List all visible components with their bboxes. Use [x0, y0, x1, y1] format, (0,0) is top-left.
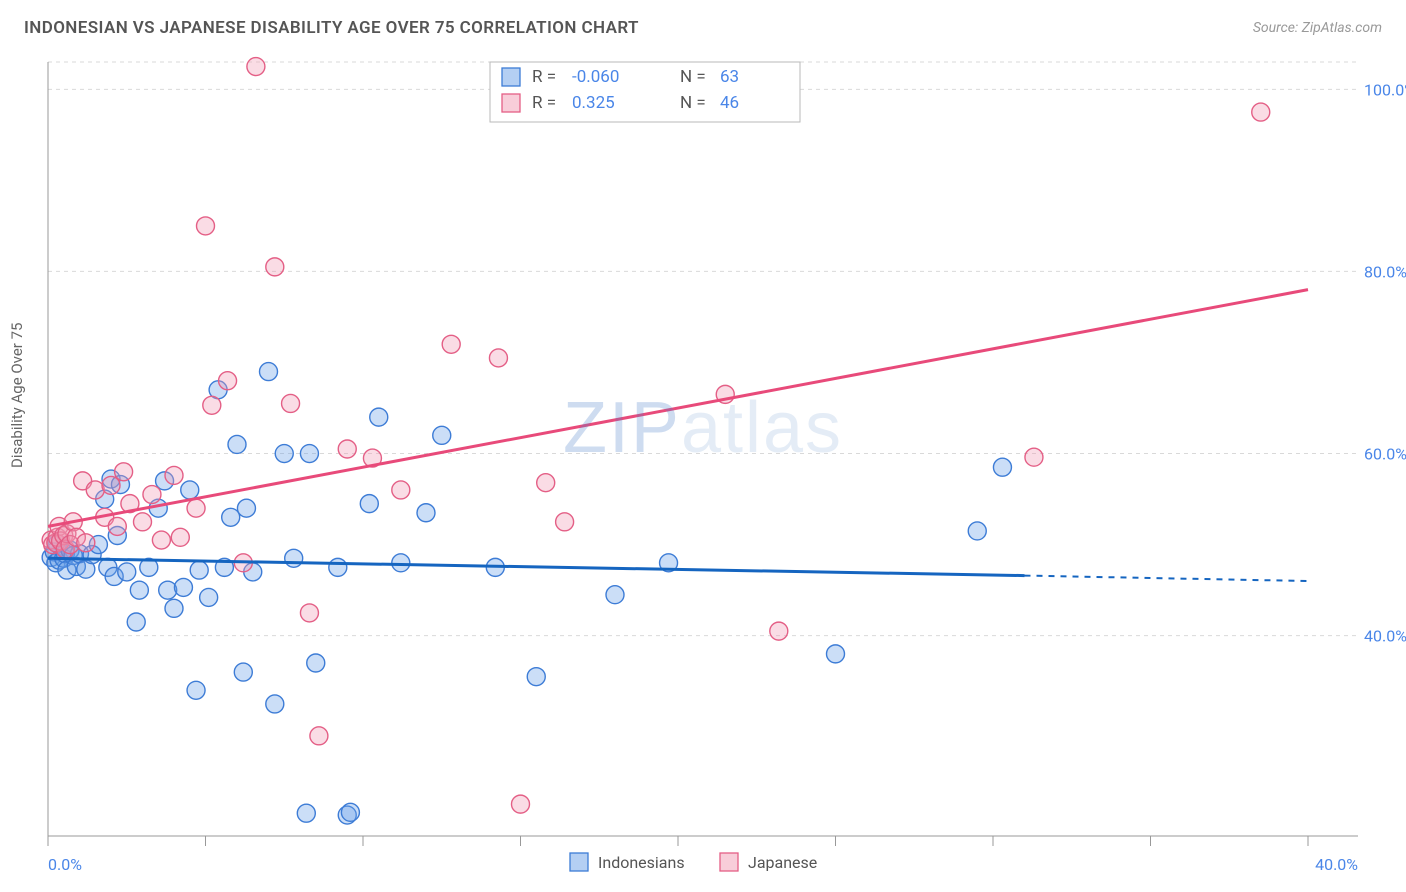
y-axis-label: 80.0%	[1364, 262, 1406, 281]
chart-header: INDONESIAN VS JAPANESE DISABILITY AGE OV…	[0, 0, 1406, 46]
scatter-point-indonesians	[370, 408, 388, 426]
scatter-point-indonesians	[433, 426, 451, 444]
scatter-point-indonesians	[187, 681, 205, 699]
scatter-point-indonesians	[527, 668, 545, 686]
scatter-point-japanese	[266, 258, 284, 276]
stats-swatch-indonesians	[502, 68, 520, 86]
scatter-point-indonesians	[127, 613, 145, 631]
stats-N-label: N =	[680, 67, 706, 87]
scatter-point-japanese	[1025, 448, 1043, 466]
scatter-point-indonesians	[228, 435, 246, 453]
scatter-point-japanese	[152, 531, 170, 549]
stats-N-value-japanese: 46	[720, 93, 739, 113]
scatter-point-japanese	[77, 534, 95, 552]
scatter-point-indonesians	[993, 458, 1011, 476]
scatter-point-japanese	[282, 394, 300, 412]
scatter-chart-svg: 0.0% 40.0% 40.0% 60.0% 80.0% 100.0% R = -0.060 N…	[0, 48, 1406, 892]
x-axis-label: 0.0%	[48, 855, 82, 874]
scatter-point-japanese	[442, 335, 460, 353]
y-axis-label: 40.0%	[1364, 627, 1406, 646]
scatter-point-indonesians	[159, 581, 177, 599]
regression-line-japanese	[48, 290, 1308, 527]
scatter-point-japanese	[338, 440, 356, 458]
scatter-point-indonesians	[234, 663, 252, 681]
stats-N-label: N =	[680, 93, 706, 113]
scatter-point-japanese	[108, 517, 126, 535]
scatter-point-indonesians	[222, 508, 240, 526]
scatter-point-indonesians	[417, 504, 435, 522]
chart-container: Disability Age Over 75 ZIPatlas 0.0%40.0…	[0, 48, 1406, 892]
scatter-point-indonesians	[285, 549, 303, 567]
scatter-point-indonesians	[260, 363, 278, 381]
stats-R-value-indonesians: -0.060	[572, 67, 619, 87]
scatter-point-japanese	[1252, 103, 1270, 121]
scatter-point-japanese	[300, 604, 318, 622]
scatter-point-indonesians	[392, 554, 410, 572]
scatter-point-japanese	[219, 372, 237, 390]
scatter-point-japanese	[770, 622, 788, 640]
scatter-point-indonesians	[130, 581, 148, 599]
scatter-point-indonesians	[297, 804, 315, 822]
legend-swatch-indonesians	[570, 853, 588, 871]
scatter-point-japanese	[247, 58, 265, 76]
scatter-point-indonesians	[341, 803, 359, 821]
regression-line-dash-indonesians	[1025, 576, 1309, 581]
y-axis-label: 100.0%	[1364, 80, 1406, 99]
scatter-point-japanese	[187, 499, 205, 517]
scatter-point-indonesians	[606, 586, 624, 604]
legend-label-japanese: Japanese	[748, 853, 817, 872]
scatter-point-japanese	[203, 396, 221, 414]
source-attribution: Source: ZipAtlas.com	[1253, 20, 1382, 36]
legend-label-indonesians: Indonesians	[598, 853, 685, 872]
stats-R-value-japanese: 0.325	[572, 93, 615, 113]
stats-R-label: R =	[532, 93, 556, 113]
scatter-point-japanese	[197, 217, 215, 235]
scatter-point-japanese	[556, 513, 574, 531]
scatter-point-indonesians	[181, 481, 199, 499]
scatter-point-japanese	[171, 528, 189, 546]
chart-title: INDONESIAN VS JAPANESE DISABILITY AGE OV…	[24, 18, 639, 38]
legend-swatch-japanese	[720, 853, 738, 871]
scatter-point-japanese	[134, 513, 152, 531]
scatter-point-indonesians	[275, 445, 293, 463]
scatter-point-japanese	[489, 349, 507, 367]
stats-N-value-indonesians: 63	[720, 67, 739, 87]
scatter-point-japanese	[165, 466, 183, 484]
scatter-point-indonesians	[190, 561, 208, 579]
scatter-point-japanese	[310, 727, 328, 745]
scatter-point-indonesians	[237, 499, 255, 517]
scatter-point-indonesians	[165, 599, 183, 617]
scatter-point-indonesians	[118, 563, 136, 581]
scatter-point-indonesians	[266, 695, 284, 713]
scatter-point-indonesians	[360, 495, 378, 513]
scatter-point-japanese	[512, 795, 530, 813]
scatter-point-indonesians	[827, 645, 845, 663]
y-axis-title: Disability Age Over 75	[8, 323, 26, 468]
scatter-point-indonesians	[200, 588, 218, 606]
scatter-point-japanese	[537, 474, 555, 492]
scatter-point-indonesians	[968, 522, 986, 540]
scatter-point-japanese	[143, 486, 161, 504]
scatter-point-japanese	[392, 481, 410, 499]
scatter-point-japanese	[115, 463, 133, 481]
stats-swatch-japanese	[502, 94, 520, 112]
x-axis-label: 40.0%	[1315, 855, 1358, 874]
y-axis-label: 60.0%	[1364, 445, 1406, 464]
scatter-point-indonesians	[174, 578, 192, 596]
source-prefix: Source:	[1253, 20, 1302, 36]
stats-R-label: R =	[532, 67, 556, 87]
source-name: ZipAtlas.com	[1302, 20, 1382, 36]
scatter-point-indonesians	[300, 445, 318, 463]
scatter-point-indonesians	[307, 654, 325, 672]
scatter-point-indonesians	[329, 558, 347, 576]
